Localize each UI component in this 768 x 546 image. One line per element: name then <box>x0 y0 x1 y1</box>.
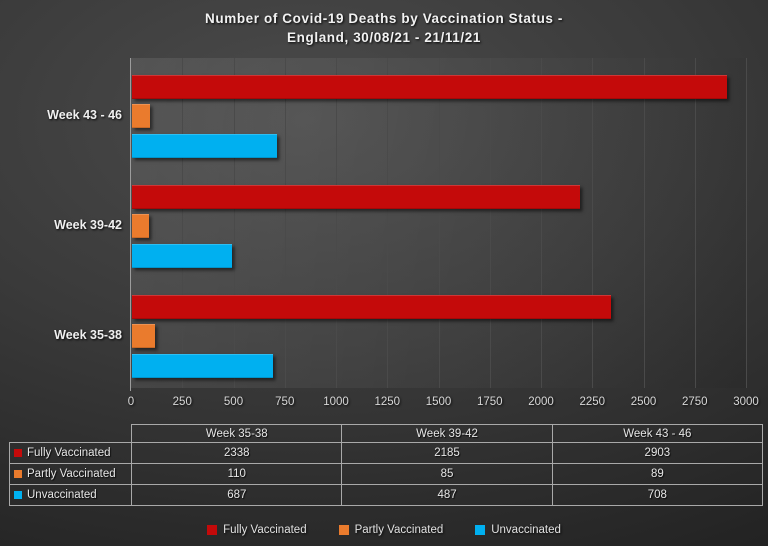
legend-item-partly-vaccinated: Partly Vaccinated <box>338 524 444 536</box>
legend-label: Fully Vaccinated <box>223 524 307 536</box>
category-label-week-43-46: Week 43 - 46 <box>47 108 122 123</box>
legend-item-fully-vaccinated: Fully Vaccinated <box>207 524 307 536</box>
bar-partly-vaccinated-week-39-42 <box>132 214 150 239</box>
legend-label: Unvaccinated <box>491 524 561 536</box>
bar-unvaccinated-week-35-38 <box>132 353 273 378</box>
table-value-cell: 110 <box>131 463 343 485</box>
bar-partly-vaccinated-week-35-38 <box>132 324 155 349</box>
series-key-icon <box>14 490 22 499</box>
table-row-label: Fully Vaccinated <box>8 442 133 464</box>
table-value-cell: 89 <box>551 463 764 485</box>
series-key-icon <box>14 448 22 457</box>
plot-area <box>131 58 747 388</box>
chart-legend: Fully Vaccinated Partly Vaccinated Unvacci… <box>0 521 768 539</box>
gridline <box>336 58 337 388</box>
category-label-week-35-38: Week 35-38 <box>54 328 122 343</box>
table-value-cell: 2185 <box>341 442 553 464</box>
gridline <box>284 58 286 388</box>
gridline <box>438 58 440 388</box>
table-row-label-text: Unvaccinated <box>27 489 97 501</box>
data-table: Week 35-38 Week 39-42 Week 43 - 46 Fully Va… <box>8 424 764 506</box>
legend-swatch-icon <box>207 525 218 535</box>
bar-partly-vaccinated-week-43-46 <box>132 104 151 129</box>
gridline <box>746 58 747 388</box>
x-tick-label: 0 <box>127 396 135 408</box>
table-col-header: Week 35-38 <box>131 424 343 443</box>
chart-title: Number of Covid-19 Deaths by Vaccination… <box>0 9 768 47</box>
x-tick-label: 2750 <box>681 396 708 408</box>
table-value-cell: 2338 <box>131 442 343 464</box>
chart-title-line2: England, 30/08/21 - 21/11/21 <box>287 30 481 45</box>
x-tick-label: 1000 <box>323 396 349 408</box>
bar-unvaccinated-week-39-42 <box>132 243 232 268</box>
x-tick-label: 2500 <box>630 396 657 408</box>
legend-label: Partly Vaccinated <box>354 524 444 536</box>
bar-unvaccinated-week-43-46 <box>132 133 278 158</box>
x-tick-label: 2000 <box>528 396 554 408</box>
table-corner-cell <box>10 425 132 443</box>
x-tick-label: 1250 <box>374 396 401 408</box>
x-tick-label: 1750 <box>476 396 503 408</box>
table-col-header: Week 39-42 <box>341 424 553 443</box>
chart-title-line1: Number of Covid-19 Deaths by Vaccination… <box>205 11 563 26</box>
legend-swatch-icon <box>338 525 349 535</box>
x-tick-label: 500 <box>223 396 244 408</box>
series-key-icon <box>14 469 22 478</box>
gridline <box>182 58 184 388</box>
x-tick-label: 250 <box>172 396 192 408</box>
table-value-cell: 708 <box>551 484 764 506</box>
table-header-row: Week 35-38 Week 39-42 Week 43 - 46 <box>10 424 764 443</box>
table-value-cell: 85 <box>341 463 553 485</box>
x-tick-label: 2250 <box>579 396 606 408</box>
gridline <box>489 58 491 388</box>
table-row-label-text: Fully Vaccinated <box>27 447 111 459</box>
table-row-label: Unvaccinated <box>8 484 133 506</box>
table-value-cell: 2903 <box>551 442 764 464</box>
table-row: Partly Vaccinated 110 85 89 <box>8 463 764 485</box>
legend-item-unvaccinated: Unvaccinated <box>475 524 561 536</box>
table-value-cell: 487 <box>341 484 553 506</box>
gridline <box>387 58 389 388</box>
table-value-cell: 687 <box>131 484 343 506</box>
bar-fully-vaccinated-week-43-46 <box>132 75 728 99</box>
table-col-header: Week 43 - 46 <box>551 424 764 443</box>
x-tick-label: 1500 <box>425 396 452 408</box>
legend-swatch-icon <box>475 525 486 535</box>
bar-fully-vaccinated-week-39-42 <box>132 185 580 209</box>
gridline <box>233 58 235 388</box>
table-row: Fully Vaccinated 2338 2185 2903 <box>8 442 764 464</box>
table-row: Unvaccinated 687 487 708 <box>8 484 764 506</box>
table-row-label-text: Partly Vaccinated <box>27 468 116 480</box>
x-tick-label: 3000 <box>733 396 759 408</box>
gridline <box>694 58 696 388</box>
category-label-week-39-42: Week 39-42 <box>54 218 122 233</box>
x-tick-label: 750 <box>275 396 295 408</box>
gridline <box>541 58 542 388</box>
gridline <box>592 58 594 388</box>
y-axis-line <box>130 58 131 391</box>
bar-fully-vaccinated-week-35-38 <box>132 295 612 319</box>
gridline <box>643 58 645 388</box>
table-row-label: Partly Vaccinated <box>8 463 133 485</box>
